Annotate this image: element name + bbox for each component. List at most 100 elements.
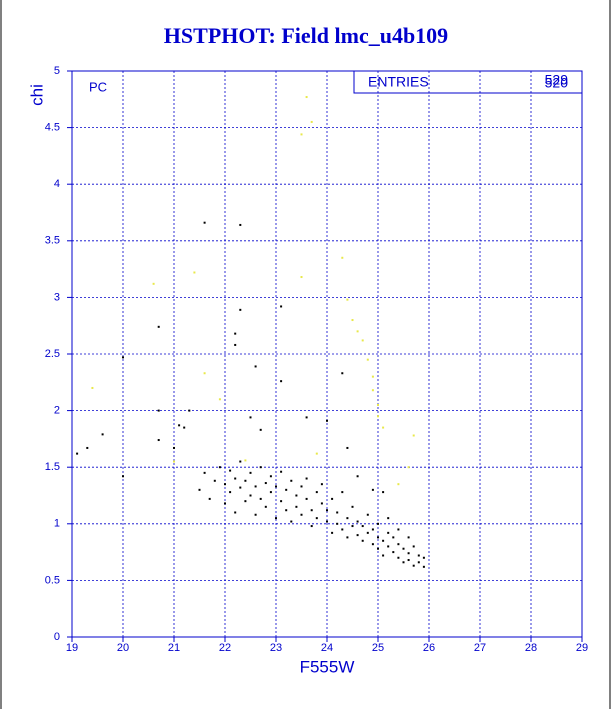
point	[157, 439, 160, 442]
point	[422, 556, 425, 559]
point	[402, 547, 405, 550]
point	[300, 485, 303, 488]
point	[315, 517, 318, 520]
point	[377, 547, 379, 550]
point	[361, 525, 364, 528]
x-tick-label: 25	[372, 642, 384, 654]
y-tick-label: 3.5	[45, 235, 60, 247]
point	[346, 536, 349, 539]
x-tick-label: 22	[219, 642, 231, 654]
point	[377, 522, 379, 525]
y-tick-label: 2.5	[45, 348, 60, 360]
x-tick-label: 27	[474, 642, 486, 654]
y-tick-label: 4.5	[45, 122, 60, 134]
chart-title: HSTPHOT: Field lmc_u4b109	[164, 23, 448, 48]
point	[397, 483, 400, 486]
point	[331, 531, 334, 534]
point	[269, 475, 272, 478]
point	[244, 479, 247, 482]
point	[377, 536, 379, 539]
point	[412, 434, 415, 437]
point	[152, 282, 155, 285]
point	[407, 552, 410, 555]
point	[213, 479, 216, 482]
point	[290, 479, 293, 482]
point	[280, 470, 283, 473]
point	[341, 491, 344, 494]
point	[101, 433, 104, 436]
point	[351, 505, 354, 508]
y-tick-label: 0	[54, 631, 60, 643]
point	[417, 554, 420, 557]
point	[351, 319, 354, 322]
stats-label: ENTRIES	[368, 74, 429, 90]
point	[377, 403, 379, 406]
point	[269, 491, 272, 494]
point	[356, 475, 359, 478]
point	[300, 513, 303, 516]
point	[346, 446, 349, 449]
point	[412, 545, 415, 548]
x-tick-label: 29	[576, 642, 588, 654]
point	[290, 520, 293, 523]
y-tick-label: 1	[54, 518, 60, 530]
point	[280, 500, 283, 503]
point	[366, 513, 369, 516]
point	[392, 551, 395, 554]
point	[239, 308, 242, 311]
point	[310, 120, 313, 123]
point	[234, 343, 237, 346]
point	[188, 409, 191, 412]
point	[356, 534, 359, 537]
point	[305, 477, 308, 480]
point	[382, 426, 385, 429]
point	[157, 409, 160, 412]
point	[407, 559, 410, 562]
y-tick-label: 0.5	[45, 574, 60, 586]
point	[244, 500, 247, 503]
point	[341, 256, 344, 259]
point	[371, 488, 374, 491]
point	[397, 556, 400, 559]
point	[422, 565, 425, 568]
point	[366, 531, 369, 534]
point	[203, 221, 206, 224]
point	[371, 375, 374, 378]
point	[377, 415, 379, 418]
point	[86, 446, 89, 449]
point	[203, 471, 206, 474]
point	[157, 325, 160, 328]
point	[234, 511, 237, 514]
point	[280, 380, 283, 383]
stats-value: 529	[545, 72, 569, 88]
point	[178, 424, 181, 427]
point	[366, 358, 369, 361]
point	[417, 561, 420, 564]
point	[361, 539, 364, 542]
y-tick-label: 5	[54, 65, 60, 77]
point	[173, 460, 175, 463]
point	[229, 491, 232, 494]
point	[371, 543, 374, 546]
point	[275, 517, 277, 520]
annotation: PC	[89, 79, 107, 94]
point	[198, 488, 201, 491]
point	[320, 502, 323, 505]
point	[407, 466, 410, 469]
point	[122, 356, 124, 359]
point	[356, 520, 359, 523]
point	[397, 543, 400, 546]
point	[402, 561, 405, 564]
x-tick-label: 20	[117, 642, 129, 654]
point	[244, 459, 247, 462]
point	[224, 483, 226, 486]
point	[336, 511, 339, 514]
point	[412, 564, 415, 567]
point	[254, 485, 257, 488]
point	[122, 475, 124, 478]
point	[305, 96, 308, 99]
point	[295, 505, 298, 508]
point	[392, 536, 395, 539]
